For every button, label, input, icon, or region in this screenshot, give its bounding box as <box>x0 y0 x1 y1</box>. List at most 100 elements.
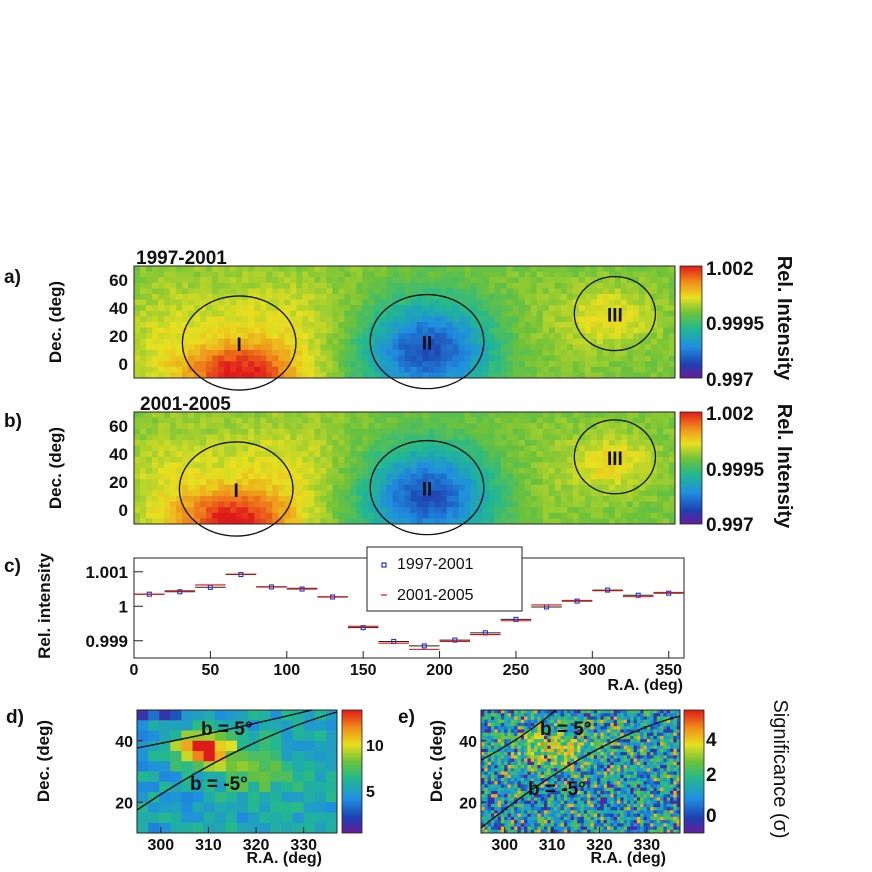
heatmap-cell <box>510 758 515 763</box>
heatmap-cell <box>266 484 273 491</box>
heatmap-cell <box>290 451 297 458</box>
heatmap-cell <box>290 417 297 424</box>
heatmap-cell <box>487 781 492 785</box>
heatmap-cell <box>536 473 544 480</box>
heatmap-cell <box>656 507 664 514</box>
heatmap-cell <box>368 445 375 452</box>
heatmap-cell <box>512 361 520 368</box>
heatmap-cell <box>510 732 515 737</box>
heatmap-cell <box>632 412 640 418</box>
heatmap-cell <box>296 473 303 480</box>
heatmap-cell <box>537 774 542 779</box>
heatmap-cell <box>542 479 550 486</box>
heatmap-cell <box>494 729 498 734</box>
heatmap-cell <box>464 496 472 502</box>
heatmap-cell <box>487 758 492 763</box>
heatmap-cell <box>440 282 447 289</box>
heatmap-cell <box>242 355 249 362</box>
heatmap-cell <box>259 802 271 813</box>
heatmap-cell <box>326 423 333 430</box>
heatmap-cell <box>338 518 345 525</box>
heatmap-cell <box>560 366 568 373</box>
heatmap-cell <box>224 462 231 469</box>
heatmap-cell <box>544 774 548 779</box>
heatmap-cell <box>446 366 453 373</box>
heatmap-cell <box>596 417 604 424</box>
heatmap-cell <box>512 456 520 463</box>
heatmap-cell <box>506 479 514 486</box>
heatmap-cell <box>668 473 676 480</box>
heatmap-cell <box>500 412 508 418</box>
heatmap-cell <box>476 518 484 525</box>
heatmap-cell <box>159 751 171 762</box>
heatmap-cell <box>530 729 535 734</box>
heatmap-cell <box>553 823 558 827</box>
heatmap-cell <box>248 462 255 469</box>
heatmap-cell <box>504 787 508 792</box>
heatmap-cell <box>662 299 670 306</box>
heatmap-cell <box>458 366 466 373</box>
heatmap-cell <box>470 333 478 340</box>
heatmap-cell <box>303 802 316 813</box>
heatmap-cell <box>482 484 490 491</box>
heatmap-cell <box>530 484 538 491</box>
heatmap-cell <box>490 748 495 753</box>
heatmap-cell <box>344 440 351 446</box>
heatmap-cell <box>356 322 363 328</box>
heatmap-cell <box>548 333 556 340</box>
heatmap-cell <box>350 316 357 323</box>
heatmap-cell <box>224 456 231 463</box>
heatmap-cell <box>398 412 405 418</box>
heatmap-cell <box>500 417 508 424</box>
heatmap-cell <box>320 479 327 486</box>
heatmap-cell <box>578 518 586 525</box>
heatmap-cell <box>410 479 417 486</box>
heatmap-cell <box>662 366 670 373</box>
heatmap-cell <box>512 490 520 497</box>
heatmap-cell <box>602 277 610 284</box>
heatmap-cell <box>428 428 435 435</box>
heatmap-cell <box>332 294 339 300</box>
heatmap-cell <box>488 366 496 373</box>
heatmap-cell <box>278 355 285 362</box>
heatmap-cell <box>548 294 556 300</box>
heatmap-cell <box>302 338 309 345</box>
heatmap-cell <box>524 787 528 792</box>
heatmap-cell <box>242 310 249 317</box>
heatmap-cell <box>152 299 159 306</box>
heatmap-cell <box>314 507 321 514</box>
heatmap-cell <box>176 288 183 295</box>
heatmap-cell <box>350 282 357 289</box>
heatmap-cell <box>326 299 333 306</box>
heatmap-cell <box>356 299 363 306</box>
heatmap-cell <box>260 501 267 508</box>
heatmap-cell <box>554 333 562 340</box>
heatmap-cell <box>632 490 640 497</box>
heatmap-cell <box>518 310 526 317</box>
heatmap-cell <box>494 462 502 469</box>
heatmap-cell <box>542 333 550 340</box>
heatmap-cell <box>476 445 484 452</box>
heatmap-cell <box>536 423 544 430</box>
heatmap-cell <box>544 813 548 818</box>
heatmap-cell <box>547 726 552 730</box>
heatmap-cell <box>504 755 508 759</box>
heatmap-cell <box>596 507 604 514</box>
heatmap-cell <box>620 423 628 430</box>
heatmap-cell <box>632 512 640 519</box>
heatmap-cell <box>512 434 520 441</box>
heatmap-cell <box>368 366 375 373</box>
heatmap-cell <box>260 305 267 312</box>
heatmap-cell <box>557 739 561 743</box>
heatmap-cell <box>514 826 518 831</box>
heatmap-cell <box>188 366 195 373</box>
heatmap-cell <box>464 282 472 289</box>
heatmap-cell <box>398 468 405 474</box>
heatmap-cell <box>416 344 423 351</box>
heatmap-cell <box>440 456 447 463</box>
heatmap-cell <box>386 271 393 278</box>
heatmap-cell <box>590 288 598 295</box>
heatmap-cell <box>524 800 528 805</box>
heatmap-cell <box>266 468 273 474</box>
heatmap-cell <box>614 316 622 323</box>
